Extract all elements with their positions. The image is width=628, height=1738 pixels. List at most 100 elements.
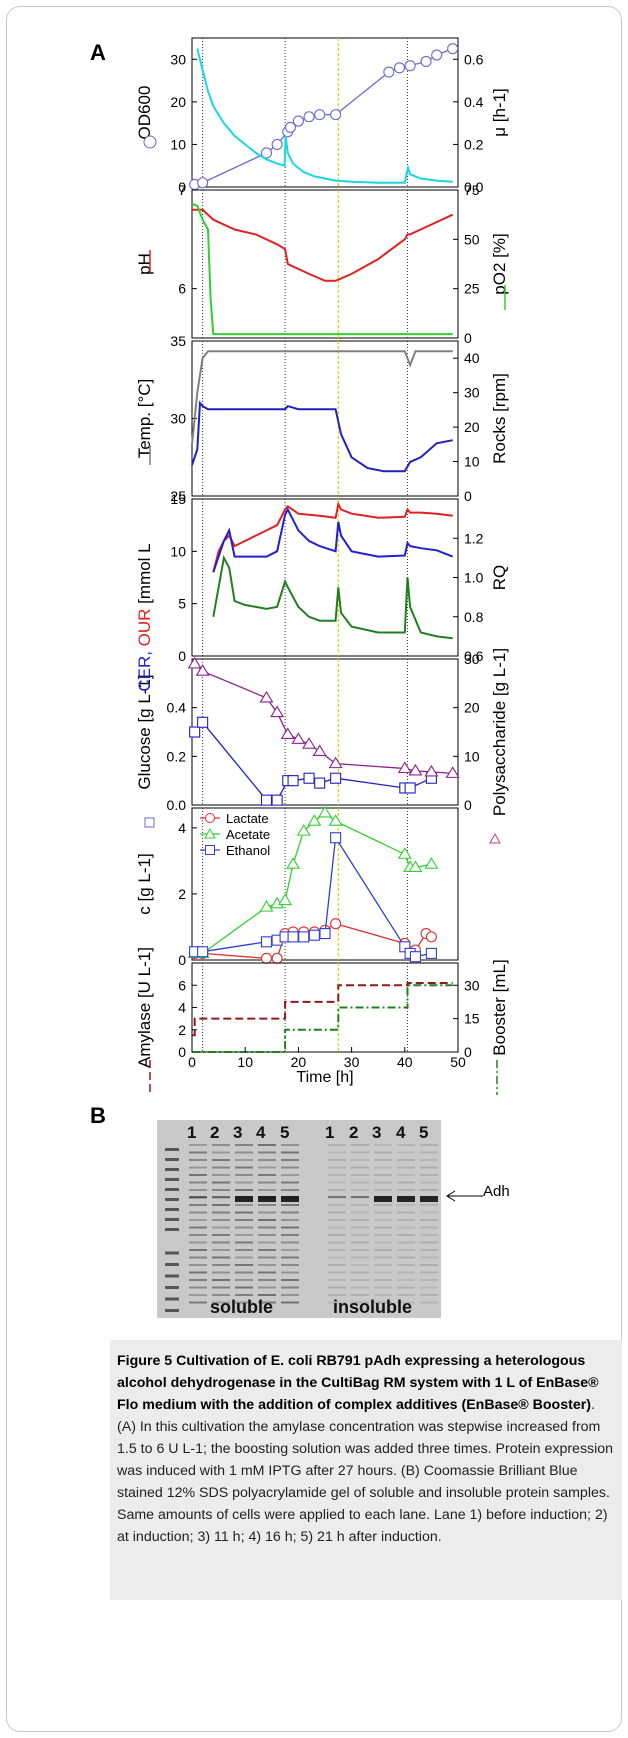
y-tick-label: 0 [178,179,186,195]
gel-band [374,1256,392,1259]
gel-band [420,1211,438,1214]
gel-band [351,1271,369,1274]
gel-band [235,1301,253,1304]
adh-band [374,1196,392,1202]
gel-band [189,1264,207,1266]
gel-band [351,1241,369,1244]
gel-band [258,1234,276,1236]
gel-band [258,1286,276,1289]
gel-band [397,1249,415,1251]
data-point [287,775,299,787]
data-point [260,952,273,964]
y-tick-label: 0.4 [167,700,187,716]
gel-lane-label: 3 [372,1123,382,1142]
gel-band [189,1166,207,1169]
y-tick-label: 25 [170,488,186,504]
ladder-band [165,1198,179,1201]
gel-band [212,1226,230,1229]
data-point [330,832,342,844]
ladder-band [165,1297,179,1301]
data-point [307,814,322,826]
data-point [330,772,342,784]
ladder-band [165,1251,179,1255]
gel-band [420,1301,438,1304]
gel-band [212,1271,230,1274]
gel-band [397,1279,415,1281]
gel-band [189,1174,207,1176]
gel-band [328,1286,346,1289]
data-point [330,918,342,930]
y-tick-label: 10 [170,136,186,152]
gel-band [374,1144,392,1146]
y-tick-label: 0 [178,1044,186,1060]
gel-band [328,1181,346,1184]
gel-band [212,1211,230,1214]
gel-band [397,1219,415,1221]
adh-band [281,1196,299,1202]
subplot-frame [191,340,459,497]
gel-band [189,1219,207,1221]
gel-band [235,1204,253,1206]
data-point [280,727,295,739]
gel-lane-label: 2 [349,1123,359,1142]
y2-tick-label: 40 [464,350,480,366]
gel-band [374,1249,392,1251]
y2-axis-label: Polysaccharide [g L-1] [490,648,509,816]
gel-band [374,1189,392,1191]
gel-band [281,1241,299,1244]
gel-band [351,1151,369,1154]
ladder-band [165,1148,179,1151]
gel-band [328,1144,346,1146]
legend-label: Lactate [226,811,269,826]
gel-band [212,1264,230,1266]
legend-label: Acetate [226,827,270,842]
gel-band [235,1271,253,1274]
x-tick-label: 40 [397,1054,413,1070]
y-axis-label: OD600 [135,86,154,140]
gel-band [281,1204,299,1206]
legend-label: Ethanol [226,843,270,858]
gel-band [258,1256,276,1259]
gel-band [420,1181,438,1184]
gel-band [235,1264,253,1266]
gel-band [351,1256,369,1259]
our-label: OUR [135,604,154,647]
gel-band [351,1234,369,1236]
gel-band [258,1159,276,1161]
gel-band [258,1181,276,1184]
gel-band [351,1144,369,1146]
data-point [425,931,437,943]
ladder-band [165,1309,179,1312]
y2-tick-label: 30 [464,385,480,401]
gel-band [189,1234,207,1236]
gel-band [374,1301,392,1304]
data-point [383,66,395,78]
gel-band [235,1226,253,1229]
data-point [404,782,416,794]
gel-band [328,1226,346,1229]
y-axis-label: Temp. [°C] [135,379,154,459]
gel-band [212,1234,230,1236]
data-point [284,121,296,133]
gel-band [258,1151,276,1154]
gel-band [235,1166,253,1169]
data-point [318,805,332,818]
y-axis-label: Glucose [g L-1] [135,674,154,789]
data-point [319,928,331,940]
gel-band [420,1271,438,1274]
gel-band [328,1271,346,1274]
y2-axis-label: pO2 [%] [490,233,509,294]
gel-band [328,1166,346,1169]
data-point [330,109,342,121]
gel-band [420,1286,438,1289]
gel-band [328,1189,346,1191]
data-point [291,732,306,744]
gel-band [235,1211,253,1214]
y2-tick-label: 20 [464,700,480,716]
data-point [328,756,343,769]
gel-band [374,1234,392,1236]
y2-tick-label: 0 [464,488,472,504]
caption-title: Figure 5 Cultivation of E. coli RB791 pA… [117,1353,599,1413]
gel-band [212,1279,230,1281]
gel-band [374,1271,392,1274]
